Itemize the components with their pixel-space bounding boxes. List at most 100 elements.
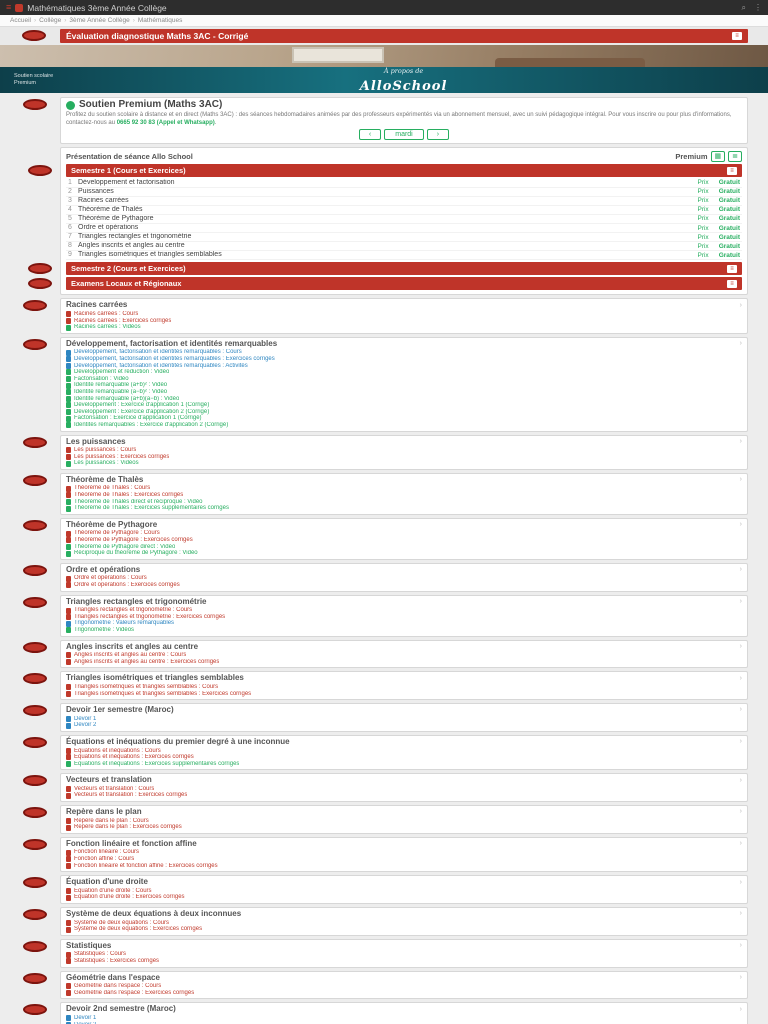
section-item-link[interactable]: Équation d'une droite : Exercices corrig… (66, 894, 742, 901)
collapse-icon[interactable]: › (739, 301, 742, 309)
toc-row[interactable]: 5 Théorème de Pythagore Prix Gratuit (66, 215, 742, 225)
section-item-link[interactable]: Équations et inéquations : Exercices cor… (66, 754, 742, 761)
section-item-link[interactable]: Système de deux équations : Exercices co… (66, 926, 742, 933)
section-item-link[interactable]: Fonction linéaire et fonction affine : E… (66, 863, 742, 870)
section-item-link[interactable]: Développement : Exercice d'application 2… (66, 409, 742, 416)
section-item-link[interactable]: Racines carrées : Cours (66, 311, 742, 318)
section-item-link[interactable]: Angles inscrits et angles au centre : Co… (66, 652, 742, 659)
exams-header[interactable]: Examens Locaux et Régionaux ≡ (28, 277, 742, 291)
section-item-link[interactable]: Factorisation : Vidéo (66, 376, 742, 383)
search-icon[interactable]: ⌕ (741, 2, 746, 12)
section-item-link[interactable]: Factorisation : Exercice d'application 1… (66, 415, 742, 422)
section-item-link[interactable]: Équation d'une droite : Cours (66, 888, 742, 895)
breadcrumb-item[interactable]: Mathématiques (137, 17, 183, 24)
section-item-link[interactable]: Système de deux équations : Cours (66, 920, 742, 927)
section-item-link[interactable]: Développement, factorisation et identité… (66, 363, 742, 370)
toc-row[interactable]: 6 Ordre et opérations Prix Gratuit (66, 224, 742, 234)
section-item-link[interactable]: Les puissances : Vidéos (66, 460, 742, 467)
semester2-header[interactable]: Semestre 2 (Cours et Exercices) ≡ (28, 262, 742, 276)
section-item-link[interactable]: Développement, factorisation et identité… (66, 349, 742, 356)
section-item-link[interactable]: Triangles isométriques et triangles semb… (66, 691, 742, 698)
collapse-icon[interactable]: › (739, 738, 742, 746)
section-item-link[interactable]: Ordre et opérations : Exercices corrigés (66, 582, 742, 589)
collapse-icon[interactable]: › (739, 437, 742, 445)
section-item-link[interactable]: Devoir 2 (66, 1022, 742, 1024)
collapse-icon[interactable]: › (739, 878, 742, 886)
collapse-icon[interactable]: › (739, 942, 742, 950)
toc-row[interactable]: 8 Angles inscrits et angles au centre Prix… (66, 242, 742, 252)
collapse-icon[interactable]: › (739, 340, 742, 348)
collapse-icon[interactable]: › (739, 521, 742, 529)
section-item-link[interactable]: Développement, factorisation et identité… (66, 356, 742, 363)
collapse-icon[interactable]: › (739, 566, 742, 574)
section-item-link[interactable]: Vecteurs et translation : Cours (66, 786, 742, 793)
section-item-link[interactable]: Devoir 1 (66, 716, 742, 723)
list-view-button[interactable]: ≣ (728, 151, 742, 162)
section-item-link[interactable]: Devoir 2 (66, 722, 742, 729)
section-item-link[interactable]: Repère dans le plan : Cours (66, 818, 742, 825)
section-item-link[interactable]: Développement et réduction : Vidéo (66, 369, 742, 376)
section-item-link[interactable]: Angles inscrits et angles au centre : Ex… (66, 659, 742, 666)
banner-menu-icon[interactable]: ≡ (732, 32, 742, 40)
section-item-link[interactable]: Géométrie dans l'espace : Exercices corr… (66, 990, 742, 997)
section-item-link[interactable]: Identité remarquable (a+b)² : Vidéo (66, 382, 742, 389)
section-item-link[interactable]: Identité remarquable (a−b)² : Vidéo (66, 389, 742, 396)
section-item-link[interactable]: Les puissances : Cours (66, 447, 742, 454)
section-item-link[interactable]: Équations et inéquations : Cours (66, 748, 742, 755)
section-item-link[interactable]: Théorème de Thalès direct et réciproque … (66, 499, 742, 506)
collapse-icon[interactable]: › (739, 840, 742, 848)
collapse-icon[interactable]: › (739, 910, 742, 918)
section-item-link[interactable]: Théorème de Thalès : Exercices supplémen… (66, 505, 742, 512)
collapse-icon[interactable]: › (739, 476, 742, 484)
section-item-link[interactable]: Développement : Exercice d'application 1… (66, 402, 742, 409)
toc-row[interactable]: 3 Racines carrées Prix Gratuit (66, 197, 742, 207)
section-item-link[interactable]: Identités remarquables : Exercice d'appl… (66, 422, 742, 429)
section-item-link[interactable]: Statistiques : Exercices corrigés (66, 958, 742, 965)
section-item-link[interactable]: Trigonométrie : Valeurs remarquables (66, 620, 742, 627)
toc-row[interactable]: 7 Triangles rectangles et trigonométrie Pr… (66, 233, 742, 243)
section-item-link[interactable]: Théorème de Pythagore : Cours (66, 530, 742, 537)
collapse-icon[interactable]: › (739, 1005, 742, 1013)
section-item-link[interactable]: Ordre et opérations : Cours (66, 575, 742, 582)
section-item-link[interactable]: Triangles rectangles et trigonométrie : … (66, 614, 742, 621)
section-item-link[interactable]: Théorème de Thalès : Cours (66, 485, 742, 492)
toc-row[interactable]: 9 Triangles isométriques et triangles sem… (66, 251, 742, 261)
section-item-link[interactable]: Devoir 1 (66, 1015, 742, 1022)
menu-icon[interactable]: ≡ (6, 2, 12, 12)
section-item-link[interactable]: Statistiques : Cours (66, 951, 742, 958)
breadcrumb-item[interactable]: Collège (39, 17, 62, 24)
next-day-button[interactable]: › (426, 129, 450, 140)
section-item-link[interactable]: Fonction affine : Cours (66, 856, 742, 863)
section-item-link[interactable]: Théorème de Pythagore direct : Vidéo (66, 544, 742, 551)
section-item-link[interactable]: Réciproque du théorème de Pythagore : Vi… (66, 550, 742, 557)
calendar-view-button[interactable]: ▦ (710, 151, 726, 162)
section-item-link[interactable]: Trigonométrie : Vidéos (66, 627, 742, 634)
section-item-link[interactable]: Racines carrées : Exercices corrigés (66, 318, 742, 325)
section-item-link[interactable]: Fonction linéaire : Cours (66, 849, 742, 856)
section-item-link[interactable]: Équations et inéquations : Exercices sup… (66, 761, 742, 768)
premium-phone[interactable]: 0665 92 30 83 (Appel et Whatsapp) (116, 119, 215, 126)
expand-icon[interactable]: ≡ (727, 264, 737, 273)
section-item-link[interactable]: Géométrie dans l'espace : Cours (66, 983, 742, 990)
collapse-icon[interactable]: › (739, 674, 742, 682)
video-banner[interactable]: Soutien scolaire Premium À propos de All… (0, 67, 768, 94)
kebab-menu-icon[interactable]: ⋮ (754, 3, 762, 12)
section-item-link[interactable]: Triangles isométriques et triangles semb… (66, 684, 742, 691)
section-item-link[interactable]: Racines carrées : Vidéos (66, 324, 742, 331)
semester1-header[interactable]: Semestre 1 (Cours et Exercices) ≡ (28, 164, 742, 177)
section-item-link[interactable]: Triangles rectangles et trigonométrie : … (66, 607, 742, 614)
section-item-link[interactable]: Vecteurs et translation : Exercices corr… (66, 792, 742, 799)
toc-row[interactable]: 2 Puissances Prix Gratuit (66, 188, 742, 198)
collapse-icon[interactable]: › (739, 776, 742, 784)
section-item-link[interactable]: Identité remarquable (a+b)(a−b) : Vidéo (66, 396, 742, 403)
collapse-icon[interactable]: › (739, 642, 742, 650)
section-item-link[interactable]: Les puissances : Exercices corrigés (66, 454, 742, 461)
collapse-icon[interactable]: › (739, 973, 742, 981)
expand-icon[interactable]: ≡ (727, 279, 737, 288)
breadcrumb-item[interactable]: 3ème Année Collège (69, 17, 130, 24)
expand-icon[interactable]: ≡ (727, 166, 737, 175)
section-item-link[interactable]: Théorème de Thalès : Exercices corrigés (66, 492, 742, 499)
prev-day-button[interactable]: ‹ (358, 129, 382, 140)
toc-row[interactable]: 4 Théorème de Thalès Prix Gratuit (66, 206, 742, 216)
section-item-link[interactable]: Théorème de Pythagore : Exercices corrig… (66, 537, 742, 544)
